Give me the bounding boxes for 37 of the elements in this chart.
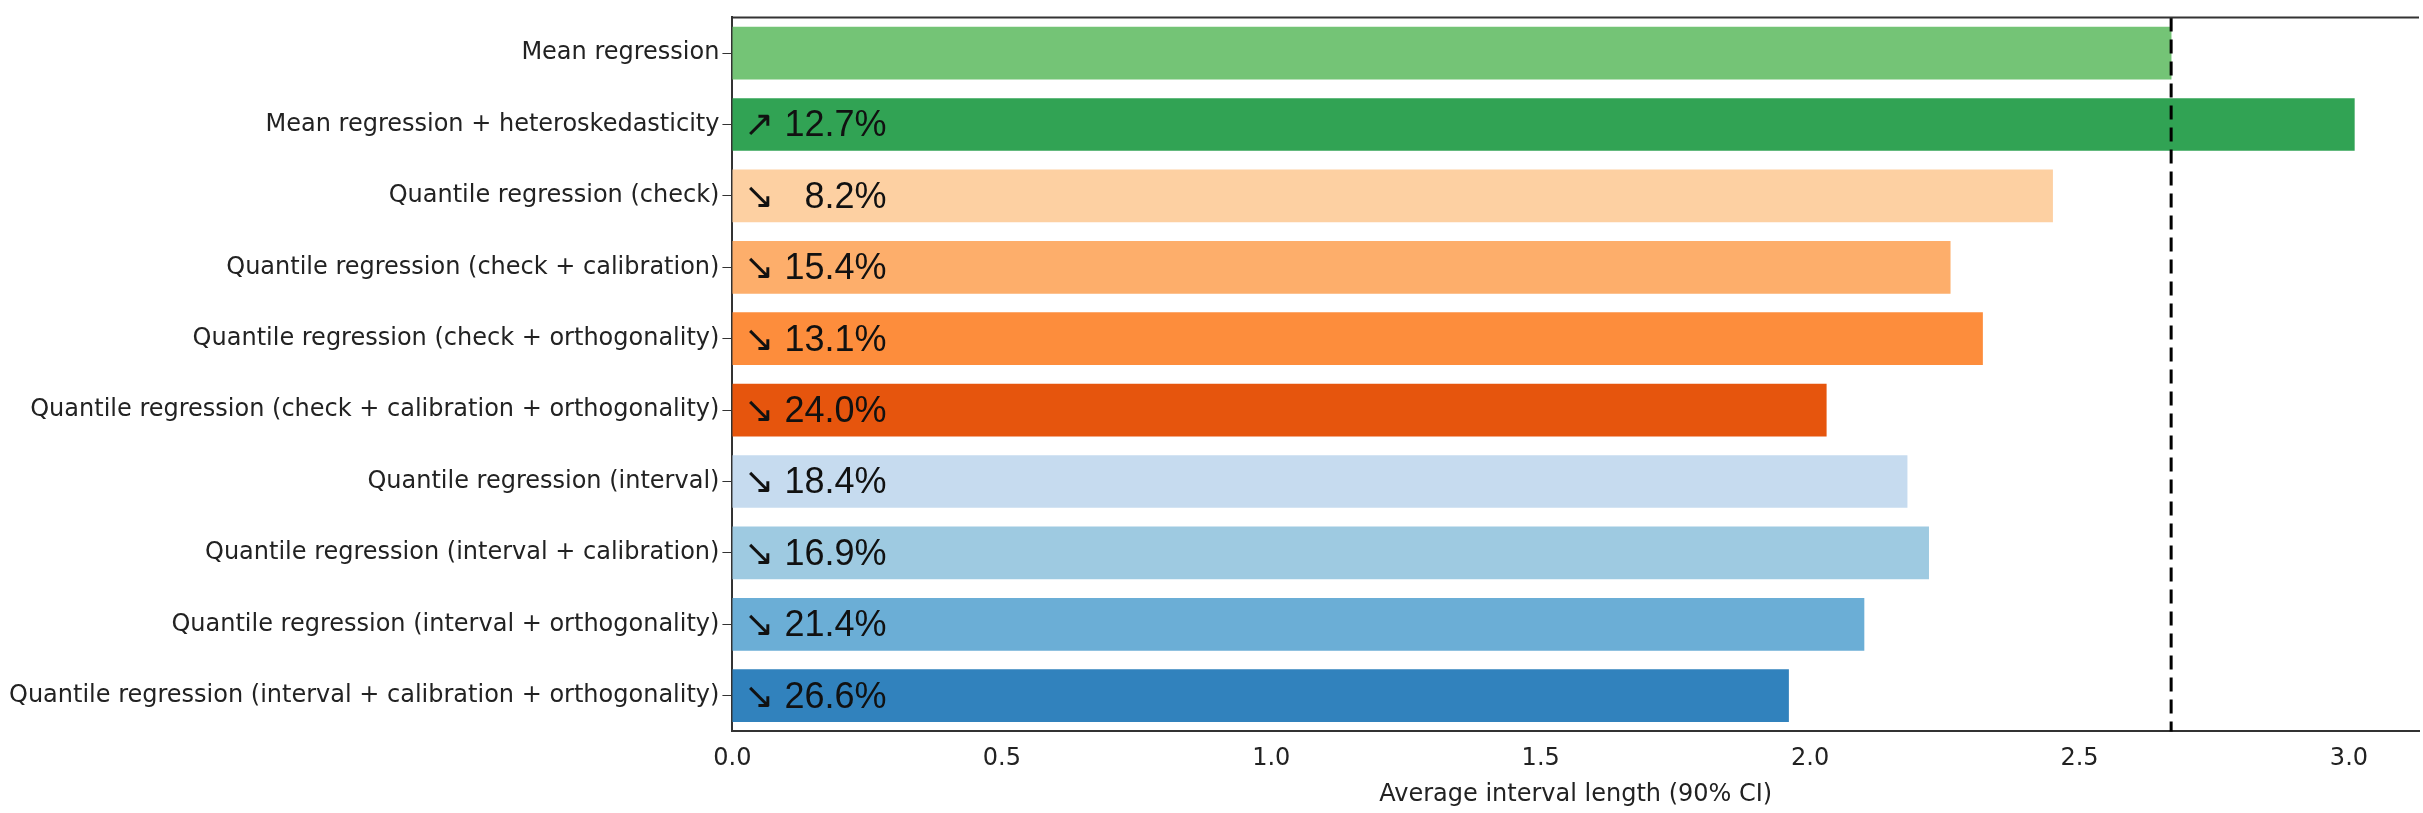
y-tick-label: Quantile regression (interval): [367, 465, 720, 494]
annotation: ↘ 16.9%: [744, 531, 887, 573]
bar: [732, 98, 2355, 151]
x-tick-label: 1.5: [1521, 743, 1560, 772]
bar: [732, 26, 2172, 80]
annotation: ↘ 8.2%: [744, 174, 887, 216]
y-tick-label: Quantile regression (check + orthogonality): [192, 322, 720, 351]
y-tick-label: Quantile regression (interval + calibration): [205, 537, 720, 566]
y-tick-label: Quantile regression (check): [388, 180, 720, 209]
bar: [732, 597, 1865, 651]
annotation: ↗ 12.7%: [744, 103, 887, 145]
y-tick-label: Quantile regression (interval + orthogonality): [171, 608, 720, 637]
x-tick-label: 1.0: [1252, 743, 1291, 772]
x-tick-label: 2.5: [2060, 743, 2099, 772]
bar: [732, 526, 1929, 580]
bar: [732, 383, 1827, 437]
x-tick-label: 2.0: [1791, 743, 1830, 772]
annotation: ↘ 18.4%: [744, 460, 887, 502]
annotation: ↘ 24.0%: [744, 389, 887, 431]
x-tick-label: 3.0: [2329, 743, 2369, 772]
bar: [732, 312, 1983, 366]
y-tick-label: Quantile regression (check + calibration): [226, 251, 720, 280]
x-tick-label: 0.0: [713, 743, 752, 772]
y-tick-label: Mean regression + heteroskedasticity: [265, 108, 720, 137]
bar: [732, 169, 2053, 223]
bar: [732, 455, 1908, 508]
y-tick-label: Quantile regression (check + calibration + orthogonality): [30, 394, 720, 423]
annotation: ↘ 13.1%: [744, 317, 887, 359]
y-tick-label: Quantile regression (interval + calibration + orthogonality): [8, 679, 720, 708]
annotation: ↘ 21.4%: [744, 603, 887, 645]
x-tick-label: 0.5: [982, 743, 1021, 772]
bar: [732, 669, 1789, 723]
annotation: ↘ 15.4%: [744, 246, 887, 288]
annotation: ↘ 26.6%: [744, 674, 887, 716]
x-axis-title: Average interval length (90% CI): [1379, 778, 1773, 807]
y-tick-label: Mean regression: [521, 37, 720, 66]
bar: [732, 240, 1951, 294]
